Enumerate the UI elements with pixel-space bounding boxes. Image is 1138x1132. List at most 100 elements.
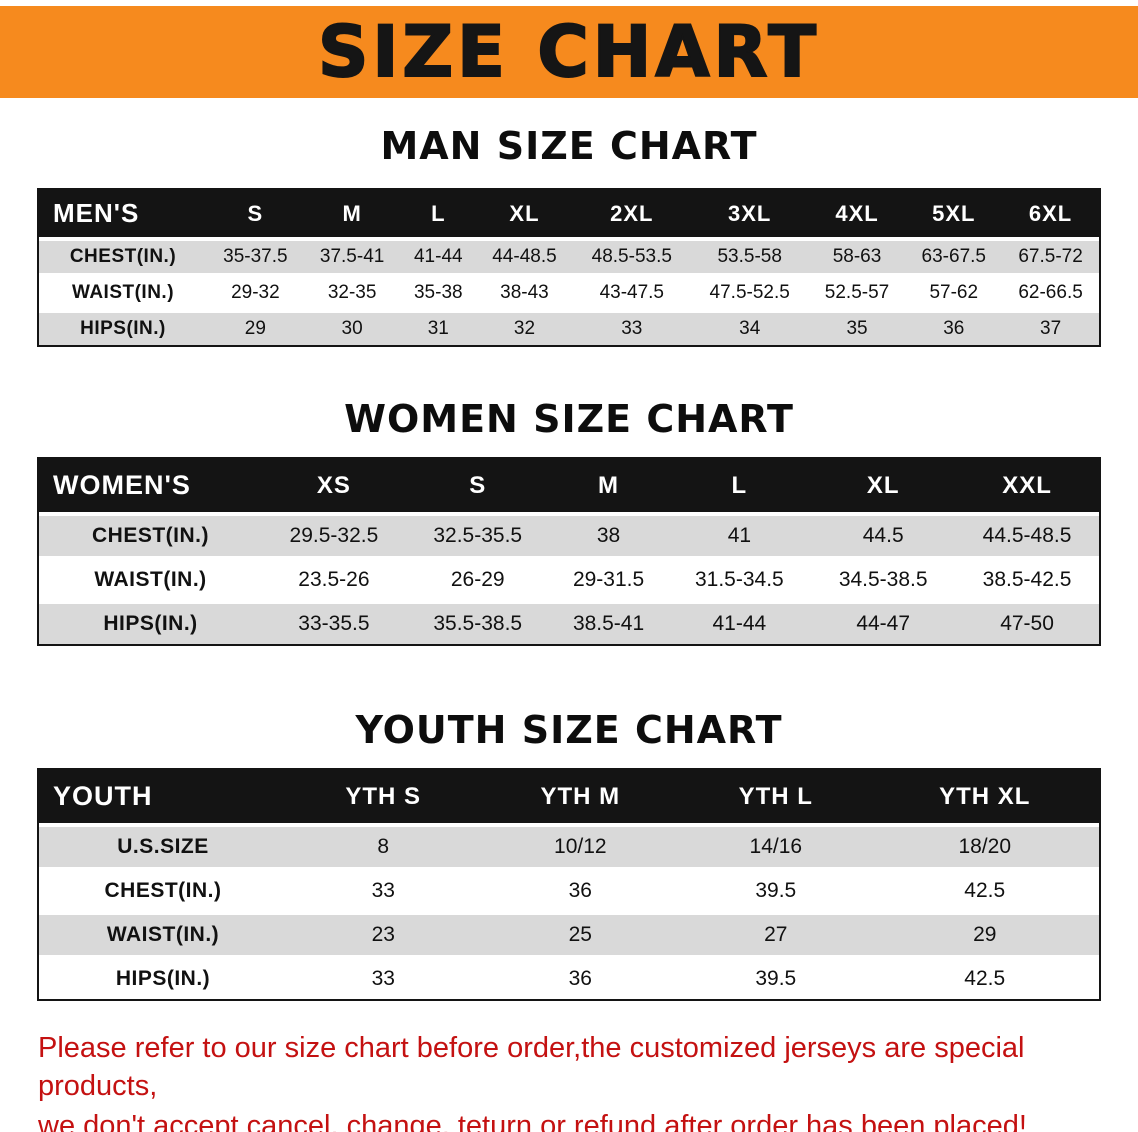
row-label: WAIST(IN.) [39, 273, 207, 311]
table-row: WAIST(IN.) 23.5-26 26-29 29-31.5 31.5-34.5 34… [39, 556, 1099, 602]
size-value-cell: 29 [207, 309, 304, 345]
size-value-cell: 29-31.5 [549, 556, 668, 602]
size-header-cell: YTH S [287, 770, 480, 825]
size-value-cell: 39.5 [681, 955, 871, 999]
size-value-cell: 33 [287, 955, 480, 999]
size-value-cell: 57-62 [905, 273, 1003, 311]
size-value-cell: 10/12 [479, 823, 682, 869]
men-size-table: MEN'S S M L XL 2XL 3XL 4XL 5XL 6XL CHEST(IN.) 35-37… [37, 188, 1101, 347]
size-value-cell: 38 [549, 512, 668, 558]
banner: SIZE CHART [0, 6, 1138, 98]
size-value-cell: 38.5-42.5 [955, 556, 1099, 602]
table-row: WAIST(IN.) 23 25 27 29 [39, 911, 1099, 957]
size-value-cell: 36 [479, 867, 682, 913]
size-value-cell: 38.5-41 [549, 600, 668, 644]
size-value-cell: 32-35 [303, 273, 401, 311]
size-value-cell: 42.5 [870, 955, 1099, 999]
table-row: CHEST(IN.) 35-37.5 37.5-41 41-44 44-48.5 48.5… [39, 237, 1099, 275]
section-heading-youth: YOUTH SIZE CHART [355, 708, 783, 752]
women-size-table: WOMEN'S XS S M L XL XXL CHEST(IN.) 29.5-32.5 32.5… [37, 457, 1101, 646]
size-header-cell: 2XL [572, 190, 691, 239]
size-value-cell: 63-67.5 [905, 237, 1003, 275]
size-value-cell: 34.5-38.5 [811, 556, 956, 602]
table-row: CHEST(IN.) 29.5-32.5 32.5-35.5 38 41 44.5 44.5… [39, 512, 1099, 558]
size-header-cell: S [207, 190, 304, 239]
size-value-cell: 14/16 [681, 823, 871, 869]
size-value-cell: 30 [303, 309, 401, 345]
size-value-cell: 43-47.5 [572, 273, 691, 311]
size-table: MEN'S S M L XL 2XL 3XL 4XL 5XL 6XL CHEST(IN.) 35-37… [39, 190, 1099, 345]
table-header-row: YOUTH YTH S YTH M YTH L YTH XL [39, 770, 1099, 825]
size-header-cell: 3XL [690, 190, 809, 239]
row-label: WAIST(IN.) [39, 911, 287, 957]
size-value-cell: 32 [476, 309, 573, 345]
size-value-cell: 62-66.5 [1002, 273, 1099, 311]
size-value-cell: 44.5-48.5 [955, 512, 1099, 558]
size-value-cell: 58-63 [808, 237, 906, 275]
size-header-cell: 4XL [808, 190, 906, 239]
section-heading-women: WOMEN SIZE CHART [344, 397, 794, 441]
size-value-cell: 44.5 [811, 512, 956, 558]
size-table: WOMEN'S XS S M L XL XXL CHEST(IN.) 29.5-32.5 32.5… [39, 459, 1099, 644]
size-value-cell: 35-38 [400, 273, 477, 311]
size-value-cell: 44-47 [811, 600, 956, 644]
size-value-cell: 47-50 [955, 600, 1099, 644]
size-header-cell: YTH M [479, 770, 682, 825]
size-value-cell: 52.5-57 [808, 273, 906, 311]
youth-size-table: YOUTH YTH S YTH M YTH L YTH XL U.S.SIZE 8 10/12… [37, 768, 1101, 1001]
size-header-cell: 6XL [1002, 190, 1099, 239]
size-value-cell: 48.5-53.5 [572, 237, 691, 275]
table-header-row: MEN'S S M L XL 2XL 3XL 4XL 5XL 6XL [39, 190, 1099, 239]
size-value-cell: 36 [479, 955, 682, 999]
row-label: U.S.SIZE [39, 823, 287, 869]
row-label: HIPS(IN.) [39, 955, 287, 999]
table-title-cell: YOUTH [39, 770, 287, 825]
table-row: CHEST(IN.) 33 36 39.5 42.5 [39, 867, 1099, 913]
size-value-cell: 67.5-72 [1002, 237, 1099, 275]
size-header-cell: L [667, 459, 812, 514]
size-value-cell: 44-48.5 [476, 237, 573, 275]
size-value-cell: 37 [1002, 309, 1099, 345]
size-value-cell: 26-29 [405, 556, 550, 602]
size-header-cell: M [303, 190, 401, 239]
size-header-cell: XXL [955, 459, 1099, 514]
size-value-cell: 42.5 [870, 867, 1099, 913]
footer-line-2: we don't accept cancel, change, teturn o… [38, 1110, 1027, 1132]
section-heading-men: MAN SIZE CHART [380, 124, 758, 168]
size-header-cell: 5XL [905, 190, 1003, 239]
size-header-cell: L [400, 190, 477, 239]
section-men: MAN SIZE CHART MEN'S S M L XL 2XL 3XL 4XL 5XL 6XL… [0, 98, 1138, 347]
table-title-cell: MEN'S [39, 190, 207, 239]
size-value-cell: 36 [905, 309, 1003, 345]
row-label: CHEST(IN.) [39, 867, 287, 913]
size-value-cell: 35 [808, 309, 906, 345]
size-value-cell: 31 [400, 309, 477, 345]
size-value-cell: 38-43 [476, 273, 573, 311]
table-row: HIPS(IN.) 33 36 39.5 42.5 [39, 955, 1099, 999]
section-women: WOMEN SIZE CHART WOMEN'S XS S M L XL XXL CHEST(… [0, 347, 1138, 646]
size-header-cell: XL [476, 190, 573, 239]
size-value-cell: 39.5 [681, 867, 871, 913]
size-value-cell: 8 [287, 823, 480, 869]
table-title-cell: WOMEN'S [39, 459, 262, 514]
size-value-cell: 41-44 [400, 237, 477, 275]
size-value-cell: 27 [681, 911, 871, 957]
size-header-cell: XL [811, 459, 956, 514]
table-row: U.S.SIZE 8 10/12 14/16 18/20 [39, 823, 1099, 869]
section-youth: YOUTH SIZE CHART YOUTH YTH S YTH M YTH L YTH… [0, 646, 1138, 1001]
size-value-cell: 41-44 [667, 600, 812, 644]
size-value-cell: 23 [287, 911, 480, 957]
size-value-cell: 35.5-38.5 [405, 600, 550, 644]
footer-note: Please refer to our size chart before or… [38, 1029, 1100, 1132]
size-value-cell: 29 [870, 911, 1099, 957]
table-row: HIPS(IN.) 29 30 31 32 33 34 35 36 37 [39, 309, 1099, 345]
size-header-cell: XS [262, 459, 406, 514]
size-value-cell: 53.5-58 [690, 237, 809, 275]
row-label: WAIST(IN.) [39, 556, 262, 602]
size-value-cell: 29-32 [207, 273, 304, 311]
size-value-cell: 33 [572, 309, 691, 345]
size-value-cell: 29.5-32.5 [262, 512, 406, 558]
size-value-cell: 35-37.5 [207, 237, 304, 275]
size-value-cell: 31.5-34.5 [667, 556, 812, 602]
